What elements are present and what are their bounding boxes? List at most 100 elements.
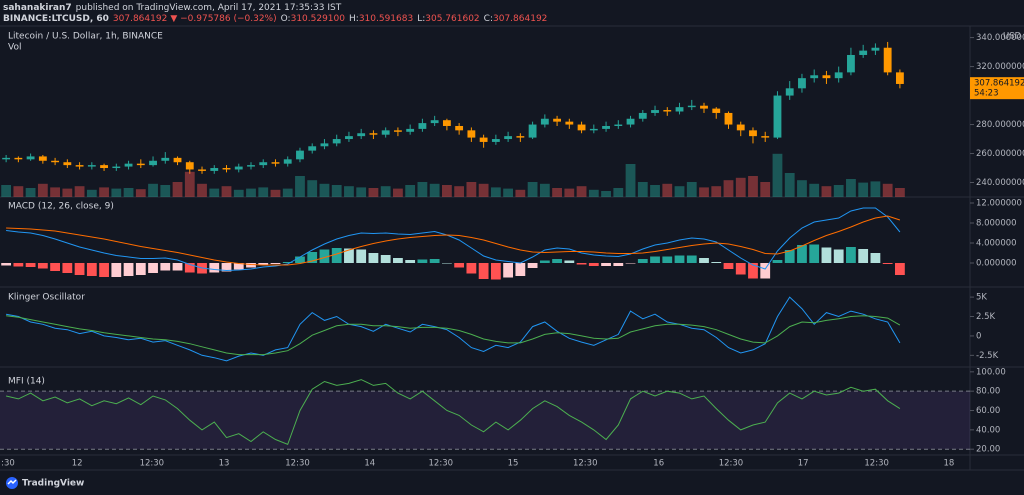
x-tick-label: 17	[798, 459, 809, 469]
candle-body	[467, 130, 476, 138]
volume-bar	[37, 183, 48, 197]
volume-bar	[356, 187, 367, 197]
volume-bar	[686, 182, 697, 197]
histogram-bar	[735, 263, 746, 275]
volume-bar	[429, 183, 440, 197]
volume-bar	[50, 187, 60, 197]
histogram-bar	[417, 259, 428, 263]
histogram-bar	[625, 263, 636, 264]
volume-bar	[699, 187, 709, 197]
candle-body	[63, 162, 72, 166]
candle-body	[528, 124, 537, 138]
histogram-bar	[564, 260, 575, 263]
volume-bar	[515, 189, 526, 197]
histogram-bar	[25, 263, 36, 267]
histogram-bar	[686, 255, 697, 263]
x-tick-label: 13	[219, 459, 230, 469]
histogram-bar	[111, 263, 122, 277]
candle-body	[283, 159, 292, 164]
y-tick-label: 40.00	[976, 425, 1000, 435]
klinger-line	[6, 296, 901, 362]
volume-bar	[564, 188, 575, 197]
publisher: sahanakiran7	[3, 3, 72, 13]
histogram-bar	[270, 263, 281, 264]
histogram-bar	[368, 253, 379, 263]
candle-body	[296, 150, 304, 160]
mfi-line	[5, 379, 901, 446]
volume-bar	[111, 188, 122, 197]
histogram-bar	[380, 255, 391, 263]
volume-bar	[662, 183, 673, 197]
x-tick-label: 15	[508, 459, 519, 469]
candle-body	[345, 136, 353, 140]
last-price-box	[970, 77, 1024, 100]
candle-body	[810, 75, 819, 79]
histogram-bar	[184, 263, 195, 273]
volume-bar	[552, 188, 562, 197]
candle-body	[602, 125, 610, 129]
chart-title: Vol	[8, 43, 21, 53]
candle-body	[234, 166, 243, 170]
volume-bar	[576, 186, 587, 197]
candle-body	[822, 75, 831, 79]
candle-body	[565, 121, 574, 125]
chart-title: Klinger Oscillator	[8, 293, 85, 303]
y-tick-label: 340.000000	[976, 33, 1024, 43]
histogram-bar	[429, 259, 440, 263]
volume-bar	[380, 186, 391, 197]
symbol: BINANCE:LTCUSD, 60	[3, 14, 109, 24]
volume-bar	[160, 185, 171, 197]
volume-bar	[674, 186, 685, 197]
volume-bar	[62, 188, 73, 197]
candle-body	[51, 160, 60, 163]
volume-bar	[809, 183, 820, 197]
histogram-bar	[882, 263, 893, 264]
x-tick-label: 12:30	[285, 459, 310, 469]
macd-line	[6, 215, 901, 266]
volume-bar	[454, 186, 465, 197]
volume-bar	[331, 185, 342, 197]
volume-bar	[711, 186, 722, 197]
histogram-bar	[772, 260, 783, 263]
candle-body	[442, 120, 451, 126]
volume-bar	[784, 173, 795, 197]
y-tick-label: -2.5K	[976, 351, 999, 361]
volume-bar	[1, 185, 12, 197]
volume-bar	[735, 177, 746, 197]
histogram-bar	[1, 263, 12, 266]
candle-body	[271, 162, 280, 164]
candle-body	[859, 50, 868, 55]
volume-bar	[613, 188, 624, 197]
volume-bar	[319, 183, 330, 197]
volume-bar	[650, 185, 660, 197]
candle-body	[357, 133, 366, 137]
candle-body	[185, 162, 194, 170]
candle-body	[210, 168, 219, 171]
candle-body	[75, 165, 84, 167]
candle-body	[712, 108, 721, 113]
candle-body	[479, 137, 488, 142]
candle-body	[577, 124, 586, 131]
candle-body	[308, 146, 317, 151]
histogram-bar	[123, 263, 134, 276]
ohlc-value: 307.864192	[493, 14, 547, 24]
candle-body	[222, 168, 231, 170]
volume-bar	[393, 188, 403, 197]
candle-body	[247, 165, 255, 167]
volume-bar	[637, 182, 648, 197]
candle-body	[149, 160, 157, 166]
histogram-bar	[466, 263, 477, 274]
candle-body	[749, 130, 757, 137]
y-tick-label: 260.000000	[976, 149, 1024, 159]
volume-bar	[270, 189, 281, 197]
volume-bar	[772, 153, 783, 197]
candle-body	[418, 123, 427, 129]
y-tick-label: 280.000000	[976, 120, 1024, 130]
histogram-bar	[62, 263, 73, 273]
volume-bar	[197, 183, 207, 197]
volume-bar	[184, 171, 195, 197]
histogram-bar	[344, 248, 354, 263]
histogram-bar	[50, 263, 60, 271]
macd-line	[6, 207, 901, 272]
histogram-bar	[37, 263, 48, 269]
